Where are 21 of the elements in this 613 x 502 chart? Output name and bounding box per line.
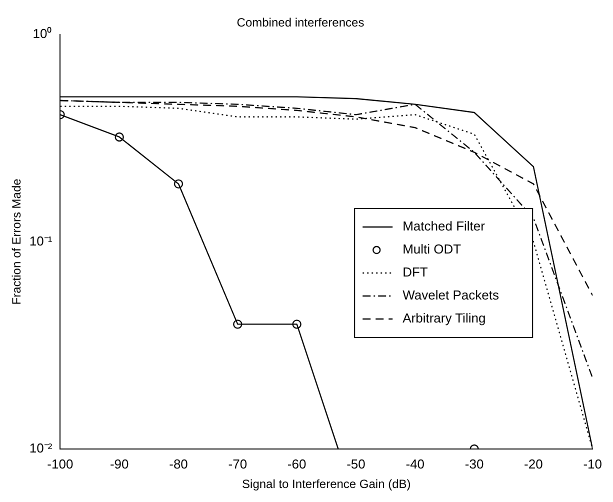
legend-label: Multi ODT <box>402 242 462 257</box>
legend-label: Arbitrary Tiling <box>402 310 486 326</box>
x-tick-label: -70 <box>228 456 248 472</box>
x-tick-label: -30 <box>464 456 484 472</box>
legend-label: DFT <box>402 264 428 280</box>
y-tick-label: 10⁻² <box>29 440 53 456</box>
x-tick-label: -80 <box>169 456 188 472</box>
x-tick-label: -90 <box>110 456 129 472</box>
x-tick-label: -100 <box>47 456 74 472</box>
y-tick-label: 10⁻¹ <box>29 233 53 248</box>
y-tick-label: 10⁰ <box>32 26 52 41</box>
x-tick-label: -60 <box>287 456 306 472</box>
y-axis-title: Fraction of Errors Made <box>10 178 24 305</box>
x-tick-label: -50 <box>346 456 366 472</box>
x-tick-label: -40 <box>406 456 425 472</box>
legend-label: Matched Filter <box>402 218 486 234</box>
chart-title: Combined interferences <box>236 16 364 30</box>
legend-label: Wavelet Packets <box>402 288 500 303</box>
x-tick-label: -10 <box>583 456 602 472</box>
x-tick-label: -20 <box>524 456 543 472</box>
x-axis-title: Signal to Interference Gain (dB) <box>242 477 411 492</box>
